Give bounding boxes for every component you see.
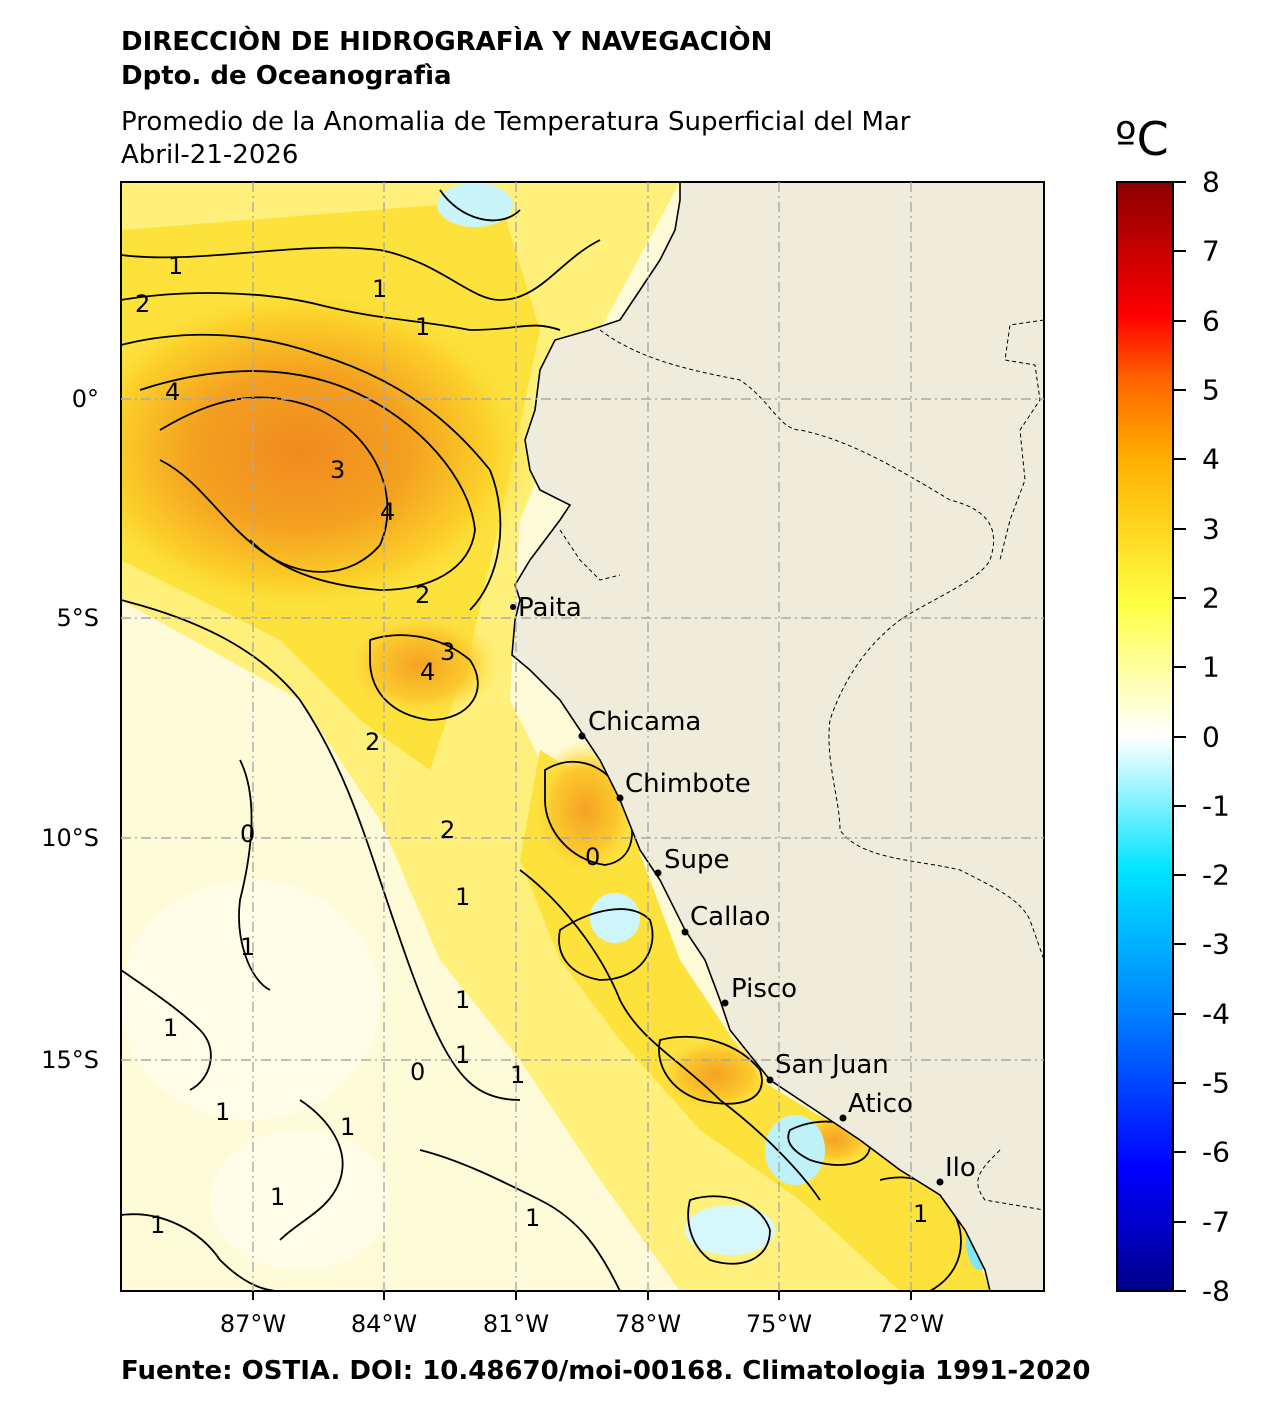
contour-label: 3 (440, 638, 455, 666)
colorbar-tick-label: 3 (1202, 512, 1220, 546)
colorbar-tick-label: -7 (1202, 1205, 1230, 1239)
map-axis-ticks (252, 1291, 912, 1300)
cool-patch-north (437, 183, 513, 227)
contour-label: 0 (585, 843, 600, 871)
contour-label: 1 (510, 1061, 525, 1089)
contour-label: 1 (372, 275, 387, 303)
contour-label: 1 (340, 1113, 355, 1141)
contour-label: 1 (168, 252, 183, 280)
lat-label: 5°S (56, 604, 99, 632)
pale-patch-sw (210, 1130, 390, 1270)
colorbar-tick-label: 7 (1202, 234, 1220, 268)
colorbar-unit: ºC (1115, 112, 1169, 166)
contour-label: 4 (380, 498, 395, 526)
colorbar-tick-label: 5 (1202, 373, 1220, 407)
contour-label: 1 (913, 1200, 928, 1228)
contour-label: 0 (240, 820, 255, 848)
colorbar-tick-label: -4 (1202, 997, 1230, 1031)
date-label: Abril-21-2026 (121, 140, 299, 170)
city-dot-atico (839, 1114, 847, 1122)
lon-label: 84°W (350, 1310, 418, 1338)
city-markers (510, 604, 944, 1186)
contour-label: 1 (525, 1204, 540, 1232)
cool-patch-south (685, 1205, 775, 1255)
contour-label: 2 (415, 581, 430, 609)
contour-label: 0 (410, 1058, 425, 1086)
pale-patch-west (121, 880, 380, 1120)
lat-label: 0° (71, 385, 99, 413)
lon-label: 75°W (745, 1310, 813, 1338)
city-dot-paita (510, 604, 516, 610)
colorbar-ticks (1173, 181, 1186, 1292)
lon-label: 87°W (219, 1310, 287, 1338)
city-label-callao: Callao (690, 902, 771, 932)
lon-label: 78°W (614, 1310, 682, 1338)
map-panel (121, 182, 1044, 1291)
colorbar-tick-label: 8 (1202, 165, 1220, 199)
city-label-supe: Supe (664, 845, 730, 875)
colorbar-tick-label: 6 (1202, 304, 1220, 338)
city-dot-callao (681, 928, 689, 936)
colorbar-tick-label: -3 (1202, 927, 1230, 961)
land-south-america (511, 182, 1044, 1291)
contour-labels: 1 2 1 1 4 3 4 2 4 3 2 2 1 0 1 1 1 1 1 0 … (135, 252, 928, 1239)
lon-label: 81°W (482, 1310, 550, 1338)
city-label-atico: Atico (848, 1089, 913, 1119)
colorbar-tick-label: -5 (1202, 1066, 1230, 1100)
city-dot-ilo (936, 1178, 944, 1186)
city-label-ilo: Ilo (945, 1153, 976, 1183)
colorbar-tick-label: 4 (1202, 442, 1220, 476)
city-dot-chimbote (616, 794, 624, 802)
lat-label: 10°S (41, 824, 99, 852)
contour-label: 1 (240, 933, 255, 961)
contour-label: 4 (420, 658, 435, 686)
contour-label: 2 (135, 290, 150, 318)
contour-label: 1 (163, 1014, 178, 1042)
product-title: Promedio de la Anomalia de Temperatura S… (121, 107, 911, 137)
cool-patch-callao (590, 893, 640, 943)
contour-label: 3 (330, 456, 345, 484)
city-label-chimbote: Chimbote (625, 769, 751, 799)
department-title: Dpto. de Oceanografìa (121, 61, 452, 91)
city-label-sanjuan: San Juan (775, 1050, 889, 1080)
colorbar-tick-label: -2 (1202, 858, 1230, 892)
colorbar-tick-label: 0 (1202, 720, 1220, 754)
city-label-chicama: Chicama (588, 707, 702, 737)
contour-label: 1 (415, 313, 430, 341)
colorbar-tick-label: -6 (1202, 1135, 1230, 1169)
colorbar-tick-label: 1 (1202, 650, 1220, 684)
colorbar-tick-label: -1 (1202, 789, 1230, 823)
city-dot-pisco (721, 999, 729, 1007)
city-dot-chicama (578, 732, 586, 740)
contour-label: 1 (215, 1098, 230, 1126)
lon-label: 72°W (877, 1310, 945, 1338)
city-label-pisco: Pisco (731, 974, 798, 1004)
colorbar-tick-label: 2 (1202, 581, 1220, 615)
colorbar-tick-label: -8 (1202, 1274, 1230, 1308)
contour-label: 1 (150, 1211, 165, 1239)
coastal-warm-band (520, 750, 990, 1291)
contour-label: 2 (365, 728, 380, 756)
city-label-paita: Paita (518, 593, 582, 623)
lat-label: 15°S (41, 1046, 99, 1074)
contour-label: 1 (270, 1183, 285, 1211)
contour-label: 1 (455, 986, 470, 1014)
map-frame (120, 181, 1045, 1292)
institution-title: DIRECCIÒN DE HIDROGRAFÌA Y NAVEGACIÒN (121, 27, 773, 57)
contour-label: 2 (440, 816, 455, 844)
source-footer: Fuente: OSTIA. DOI: 10.48670/moi-00168. … (121, 1356, 1091, 1386)
gridlines (121, 182, 1044, 1291)
colorbar (1116, 181, 1174, 1292)
city-dot-supe (654, 869, 662, 877)
contour-label: 1 (455, 883, 470, 911)
contour-label: 1 (455, 1041, 470, 1069)
country-borders (559, 319, 1044, 1211)
northern-hot-core (121, 280, 540, 620)
city-dot-sanjuan (766, 1076, 774, 1084)
contour-label: 4 (165, 378, 180, 406)
